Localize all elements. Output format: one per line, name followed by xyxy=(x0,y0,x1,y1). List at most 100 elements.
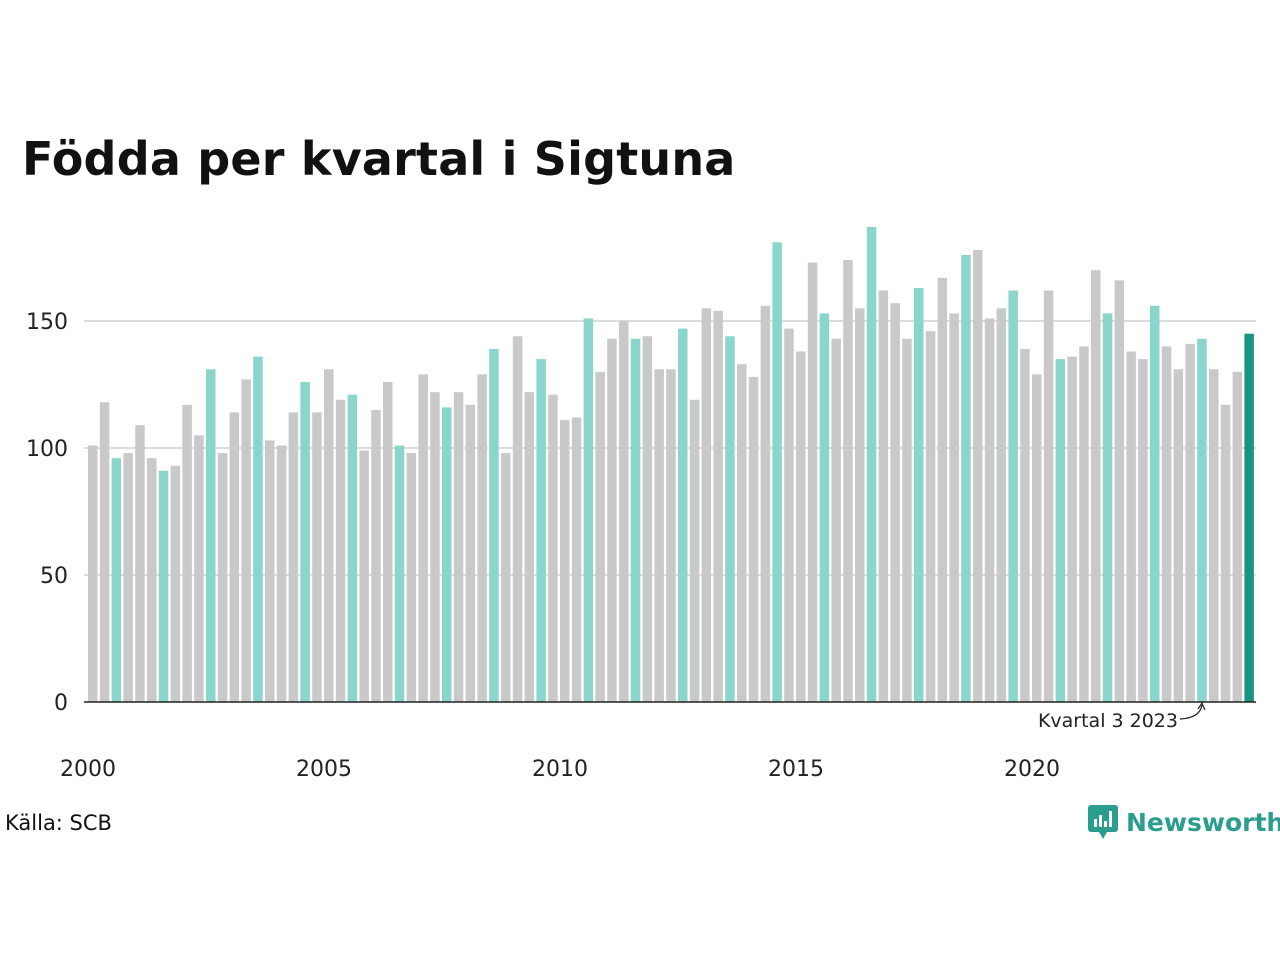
bar-2007-q4 xyxy=(453,392,464,702)
bar-2010-q4 xyxy=(595,371,605,702)
bar-2008-q3 xyxy=(489,348,499,702)
bar-2003-q4 xyxy=(265,440,275,702)
bar-2000-q1 xyxy=(88,445,98,702)
annotation: Kvartal 3 2023 xyxy=(1038,701,1206,732)
bar-2023-q2 xyxy=(1185,343,1195,702)
bar-2023-q3 xyxy=(1197,338,1207,702)
bar-2018-q4 xyxy=(973,249,983,702)
bar-2002-q1 xyxy=(182,404,192,702)
bar-2000-q2 xyxy=(99,402,110,702)
bar-2017-q2 xyxy=(902,338,912,702)
bar-2001-q4 xyxy=(170,465,181,702)
bar-2016-q1 xyxy=(843,260,853,702)
bar-2021-q2 xyxy=(1091,270,1101,702)
bar-2021-q1 xyxy=(1079,346,1089,702)
y-tick-label: 50 xyxy=(40,564,68,589)
bar-2007-q1 xyxy=(418,374,428,702)
bar-2018-q1 xyxy=(937,277,948,702)
bar-2009-q2 xyxy=(524,392,535,702)
bars xyxy=(88,227,1254,702)
bar-2008-q4 xyxy=(501,453,511,702)
bar-2004-q2 xyxy=(288,412,299,702)
bar-2012-q3 xyxy=(678,328,688,702)
bar-2006-q2 xyxy=(383,381,393,702)
bar-2013-q3 xyxy=(725,336,735,702)
newsworthy-logo-icon xyxy=(1088,805,1118,839)
bar-2012-q4 xyxy=(689,399,700,702)
bar-2021-q3 xyxy=(1102,313,1113,702)
bar-2013-q2 xyxy=(713,310,723,702)
bar-2020-q3 xyxy=(1055,359,1066,702)
axes: 0 50 100 150 2000 2005 2010 2015 2020 xyxy=(26,310,1256,782)
bar-2008-q1 xyxy=(465,404,476,702)
bar-2006-q4 xyxy=(406,453,417,702)
bar-2001-q3 xyxy=(158,470,169,702)
bar-2023-q4 xyxy=(1209,369,1219,702)
bar-2002-q4 xyxy=(217,453,228,702)
bar-2018-q2 xyxy=(949,313,959,702)
bar-2005-q4 xyxy=(359,450,369,702)
bar-2006-q3 xyxy=(394,445,405,702)
bar-2013-q1 xyxy=(701,308,712,702)
bar-2014-q3 xyxy=(772,242,782,702)
bar-2020-q4 xyxy=(1067,356,1077,702)
bar-2013-q4 xyxy=(737,364,747,702)
bar-2023-q1 xyxy=(1173,369,1184,702)
bar-2004-q3 xyxy=(300,381,310,702)
bar-2014-q4 xyxy=(784,328,794,702)
bar-2019-q1 xyxy=(984,318,995,702)
bar-2011-q1 xyxy=(607,338,617,702)
bar-2018-q3 xyxy=(961,254,971,702)
brand-name: Newsworthy xyxy=(1126,807,1280,837)
bar-2011-q2 xyxy=(619,321,629,702)
y-tick-label: 0 xyxy=(54,691,68,716)
x-tick-label: 2000 xyxy=(60,757,116,782)
bar-2010-q3 xyxy=(583,318,594,702)
bar-2004-q1 xyxy=(276,445,287,702)
bar-2022-q2 xyxy=(1138,359,1148,702)
annotation-label: Kvartal 3 2023 xyxy=(1038,710,1178,732)
bar-2005-q1 xyxy=(324,369,334,702)
bar-2016-q4 xyxy=(878,290,889,702)
bar-2024-q2 xyxy=(1232,371,1243,702)
bar-2024-q3 xyxy=(1244,333,1254,702)
bar-2005-q2 xyxy=(335,399,346,702)
x-tick-label: 2010 xyxy=(532,757,588,782)
bar-2012-q2 xyxy=(666,369,676,702)
bar-2019-q4 xyxy=(1020,348,1030,702)
bar-2010-q2 xyxy=(571,417,582,702)
bar-2006-q1 xyxy=(371,409,381,702)
bar-2012-q1 xyxy=(654,369,664,702)
x-tick-label: 2005 xyxy=(296,757,352,782)
bar-2003-q3 xyxy=(253,356,263,702)
chart-title: Födda per kvartal i Sigtuna xyxy=(22,132,736,186)
bar-2011-q3 xyxy=(630,338,641,702)
bar-2009-q4 xyxy=(548,394,558,702)
bar-2021-q4 xyxy=(1114,280,1125,702)
bar-2024-q1 xyxy=(1220,404,1231,702)
x-tick-label: 2020 xyxy=(1004,757,1060,782)
bar-2011-q4 xyxy=(642,336,653,702)
source-label: Källa: SCB xyxy=(5,811,112,835)
bar-2003-q1 xyxy=(229,412,240,702)
bar-2017-q1 xyxy=(890,303,900,702)
bar-2015-q1 xyxy=(796,351,806,702)
bar-2020-q1 xyxy=(1032,374,1042,702)
bar-2005-q3 xyxy=(347,394,358,702)
bar-2022-q1 xyxy=(1126,351,1136,702)
bar-2004-q4 xyxy=(312,412,322,702)
bar-2022-q3 xyxy=(1150,305,1160,702)
bar-2001-q2 xyxy=(147,458,157,702)
bar-2010-q1 xyxy=(560,420,570,702)
bar-2020-q2 xyxy=(1043,290,1054,702)
bar-2019-q3 xyxy=(1008,290,1018,702)
bar-2007-q3 xyxy=(442,407,452,702)
bar-2014-q2 xyxy=(760,305,771,702)
bar-2008-q2 xyxy=(477,374,487,702)
newsworthy-logo: Newsworthy xyxy=(1088,805,1280,839)
bar-2015-q4 xyxy=(831,338,841,702)
y-tick-label: 100 xyxy=(26,437,68,462)
bar-2009-q3 xyxy=(536,359,546,702)
bar-2016-q2 xyxy=(855,308,865,702)
